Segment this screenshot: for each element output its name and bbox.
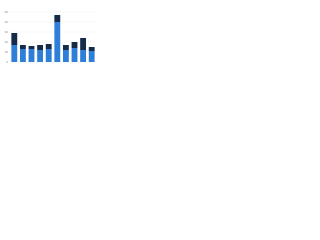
- bar-segment: [88, 51, 95, 62]
- bar-segment: [45, 44, 52, 49]
- bar-segment: [28, 46, 35, 49]
- y-tick-label: 30: [5, 30, 9, 34]
- bar-segment: [54, 15, 61, 22]
- chart: 0 10 20 30 40 50: [5, 10, 96, 64]
- bar-segment: [37, 45, 44, 50]
- bar-segment: [71, 42, 78, 48]
- bar-segment: [62, 50, 69, 62]
- bar-segment: [19, 45, 26, 49]
- y-tick-label: 40: [5, 20, 9, 24]
- bar-segment: [37, 50, 44, 62]
- bar-segment: [71, 48, 78, 62]
- bar-segment: [88, 47, 95, 51]
- bar-segment: [19, 49, 26, 62]
- bar-segment: [62, 45, 69, 50]
- page: {"chart_data": {"type": "stacked-bar", "…: [0, 0, 320, 71]
- bar-segment: [45, 49, 52, 62]
- bar-segment: [11, 33, 18, 45]
- y-tick-label: 20: [5, 40, 9, 44]
- bar-segment: [80, 50, 87, 62]
- bar-segment: [80, 38, 87, 50]
- y-tick-label: 10: [5, 50, 9, 54]
- bar-segment: [54, 22, 61, 62]
- bar-segment: [11, 45, 18, 62]
- bar-segment: [28, 49, 35, 62]
- y-tick-label: 0: [6, 60, 8, 64]
- y-tick-label: 50: [5, 10, 9, 14]
